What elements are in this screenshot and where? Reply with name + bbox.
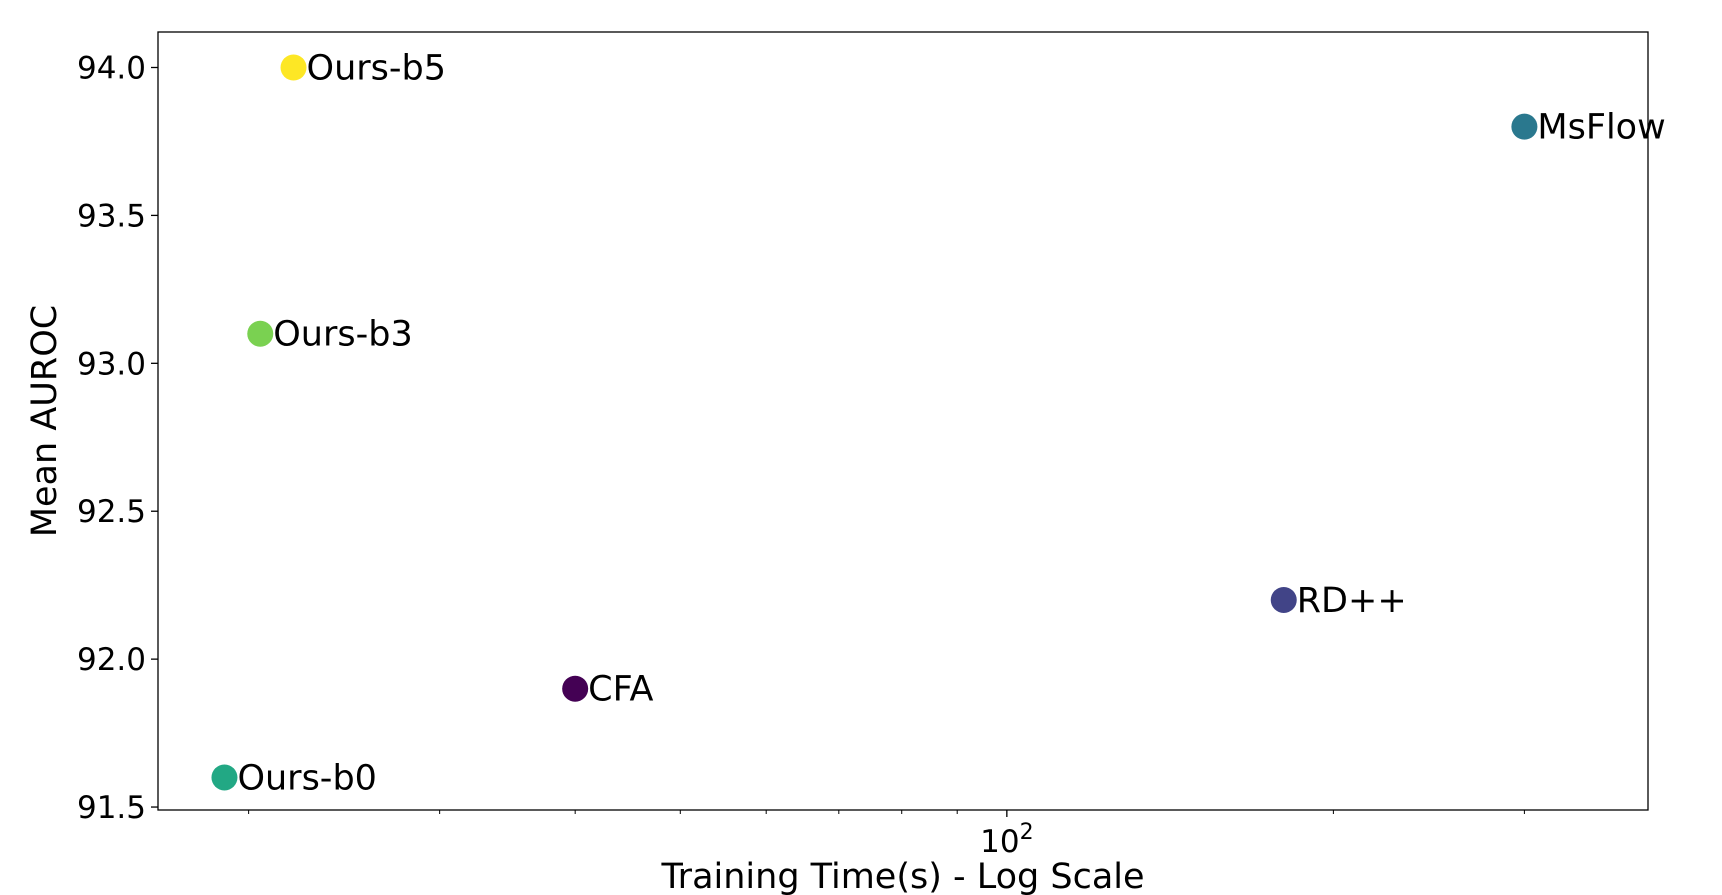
y-tick-label: 93.0: [77, 346, 146, 382]
point-ours-b3: [247, 320, 274, 347]
y-tick-label: 91.5: [77, 790, 146, 826]
y-tick-label: 92.0: [77, 642, 146, 678]
point-label: Ours-b0: [237, 758, 376, 798]
y-tick-label: 92.5: [77, 494, 146, 530]
point-label: CFA: [588, 670, 653, 710]
point-ours-b5: [280, 54, 307, 81]
y-axis: 91.5 92.0 92.5 93.0 93.5 94.0: [77, 50, 158, 826]
plot-frame: [157, 31, 1649, 811]
point-label: Ours-b5: [307, 48, 446, 88]
x-axis: 102: [248, 810, 1525, 860]
y-tick-label: 94.0: [77, 50, 146, 86]
y-tick-label: 93.5: [77, 198, 146, 234]
point-cfa: [562, 675, 589, 702]
point-rd-: [1270, 586, 1297, 613]
y-axis-label: Mean AUROC: [25, 305, 65, 537]
point-label: RD++: [1297, 581, 1407, 621]
point-label: MsFlow: [1537, 108, 1665, 148]
x-axis-label: Training Time(s) - Log Scale: [660, 857, 1144, 895]
point-msflow: [1511, 113, 1538, 140]
point-label: Ours-b3: [273, 315, 412, 355]
point-ours-b0: [211, 764, 238, 791]
x-tick-label: 102: [980, 820, 1033, 860]
data-points: Ours-b0 Ours-b3 Ours-b5 CFA RD++ MsFlow: [211, 48, 1666, 798]
